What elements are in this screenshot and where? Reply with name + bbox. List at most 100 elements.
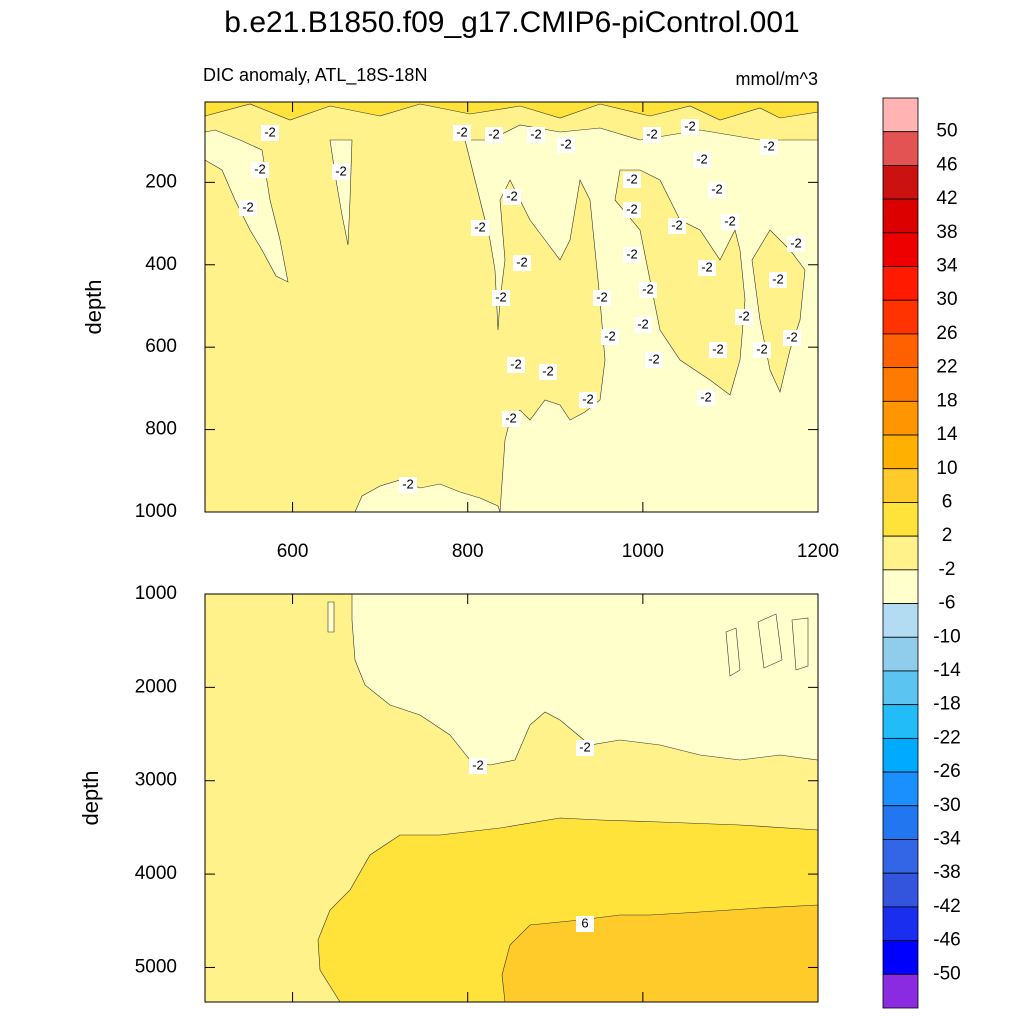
y-tick-label: 800 <box>145 419 177 440</box>
contour-label-bg <box>485 127 503 143</box>
colorbar-box <box>882 940 919 975</box>
contour-label: -2 <box>560 136 572 151</box>
colorbar-label: 10 <box>936 458 957 479</box>
contour-label: -2 <box>510 356 522 371</box>
contour-fill <box>327 601 335 633</box>
contour-label-bg <box>697 390 715 406</box>
contour-label-bg <box>735 309 753 325</box>
contour-label-bg <box>634 317 652 333</box>
contour-label: -2 <box>495 289 507 304</box>
contour-label-bg <box>708 182 726 198</box>
contour-label: 6 <box>581 915 588 930</box>
y-tick-label: 1000 <box>135 583 177 604</box>
colorbar-box <box>882 266 919 301</box>
colorbar-label: 42 <box>936 188 957 209</box>
contour-label-bg <box>769 272 787 288</box>
colorbar-label: 14 <box>936 424 958 445</box>
contour-label: -2 <box>242 199 254 214</box>
contour-label-bg <box>527 127 545 143</box>
colorbar-label: 6 <box>942 491 953 512</box>
y-tick-label: 600 <box>145 336 177 357</box>
contour-label: -2 <box>642 281 654 296</box>
contour-label: -2 <box>626 201 638 216</box>
contour-label: -2 <box>712 341 724 356</box>
contour-label-bg <box>681 119 699 135</box>
contour-label: -2 <box>264 124 276 139</box>
colorbar-box <box>882 502 919 537</box>
contour-label-bg <box>709 342 727 358</box>
colorbar-label: -10 <box>933 626 960 647</box>
contour-label-bg <box>760 139 778 155</box>
contour-label: -2 <box>648 351 660 366</box>
contour-label: -2 <box>684 118 696 133</box>
y-tick-label: 5000 <box>135 956 177 977</box>
colorbar-box <box>882 906 919 941</box>
contour-label: -2 <box>711 181 723 196</box>
contour-label: -2 <box>772 271 784 286</box>
colorbar-box <box>882 232 919 267</box>
contour-label: -2 <box>604 328 616 343</box>
contour-label: -2 <box>701 259 713 274</box>
contour-label: -2 <box>254 161 266 176</box>
colorbar-box <box>882 973 919 1009</box>
contour-fill <box>791 617 809 671</box>
contour-label-bg <box>693 152 711 168</box>
contour-label-bg <box>623 247 641 263</box>
colorbar-label: 50 <box>936 121 957 142</box>
colorbar-box <box>882 434 919 470</box>
colorbar-label: -6 <box>939 593 956 614</box>
colorbar-box <box>882 704 919 739</box>
contour-label-bg <box>576 916 594 932</box>
contour-label: -2 <box>671 217 683 232</box>
x-tick-label: 600 <box>277 541 309 562</box>
contour-label-bg <box>453 125 471 141</box>
colorbar-label: -42 <box>933 896 960 917</box>
contour-label-bg <box>593 290 611 306</box>
colorbar-label: 38 <box>936 222 957 243</box>
colorbar-label: -26 <box>933 761 960 782</box>
contour-label: -2 <box>542 363 554 378</box>
contour-label-bg <box>623 202 641 218</box>
contour-label: -2 <box>646 126 658 141</box>
colorbar-label: -2 <box>939 559 956 580</box>
colorbar-box <box>882 603 919 638</box>
contour-label-bg <box>503 189 521 205</box>
x-tick-label: 1000 <box>622 541 664 562</box>
contour-label: -2 <box>582 391 594 406</box>
contour-label-bg <box>332 164 350 180</box>
colorbar-box <box>882 839 919 874</box>
colorbar-label: -18 <box>933 694 960 715</box>
plot-area <box>204 101 819 513</box>
contour-label-bg <box>601 329 619 345</box>
contour-label-bg <box>668 218 686 234</box>
contour-fill <box>725 627 741 677</box>
contour-label-bg <box>251 162 269 178</box>
colorbar-label: 26 <box>936 323 957 344</box>
contour-label: -2 <box>738 308 750 323</box>
contour-label: -2 <box>596 289 608 304</box>
figure-title: b.e21.B1850.f09_g17.CMIP6-piControl.001 <box>224 6 799 39</box>
contour-label-bg <box>787 236 805 252</box>
contour-label-bg <box>261 125 279 141</box>
colorbar-label: -34 <box>933 828 961 849</box>
colorbar-label: -22 <box>933 727 960 748</box>
colorbar-label: 46 <box>936 154 957 175</box>
colorbar-label: -46 <box>933 930 960 951</box>
colorbar-box <box>882 198 919 234</box>
contour-label: -2 <box>474 219 486 234</box>
colorbar-box <box>882 670 919 706</box>
contour-label-bg <box>557 137 575 153</box>
contour-label-bg <box>502 411 520 427</box>
colorbar-box <box>882 468 919 503</box>
colorbar-box <box>882 299 919 335</box>
colorbar-label: -50 <box>933 963 960 984</box>
contour-fill <box>614 169 746 396</box>
y-tick-label: 200 <box>145 171 177 192</box>
y-tick-label: 1000 <box>135 501 177 522</box>
contour-label: -2 <box>763 138 775 153</box>
contour-label: -2 <box>790 235 802 250</box>
colorbar-box <box>882 97 919 133</box>
colorbar-label: 2 <box>942 525 953 546</box>
contour-label: -2 <box>756 341 768 356</box>
